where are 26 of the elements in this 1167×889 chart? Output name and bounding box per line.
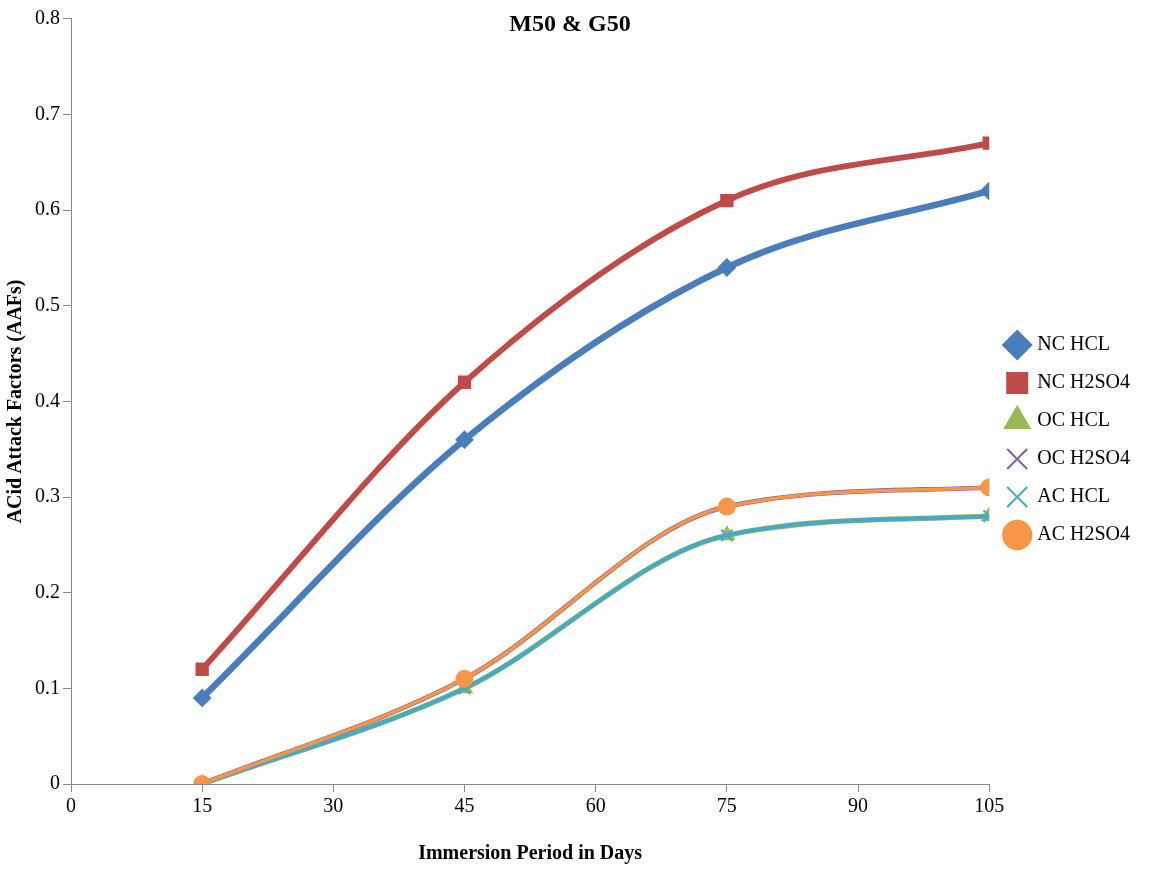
legend-label: NC H2SO4 [1037,370,1130,393]
legend-label: OC HCL [1037,408,1110,431]
x-tick-label: 75 [716,794,737,817]
y-axis-title: ACid Attack Factors (AAFs) [3,279,27,524]
y-tick-label: 0.5 [35,293,60,315]
x-tick-label: 45 [454,794,475,817]
y-tick-label: 0.3 [35,484,60,507]
x-tick-label: 60 [585,794,606,817]
x-tick-label: 15 [192,794,213,817]
y-tick-label: 0.8 [35,6,60,29]
y-tick-label: 0.6 [35,197,60,220]
chart-title: M50 & G50 [509,9,631,36]
x-tick-label: 90 [848,794,869,817]
y-tick-label: 0.4 [35,388,60,411]
x-tick-label: 105 [974,794,1005,817]
legend-label: NC HCL [1037,332,1110,355]
y-tick-label: 0.7 [35,101,60,124]
legend-label: AC HCL [1037,484,1110,507]
y-tick-label: 0.2 [35,579,60,602]
legend-label: AC H2SO4 [1037,522,1130,545]
x-tick-label: 0 [66,794,76,817]
legend-label: OC H2SO4 [1037,446,1130,469]
x-axis-title: Immersion Period in Days [418,841,643,865]
y-tick-label: 0.1 [35,675,60,698]
y-tick-label: 0 [50,771,60,794]
x-tick-label: 30 [323,794,344,817]
